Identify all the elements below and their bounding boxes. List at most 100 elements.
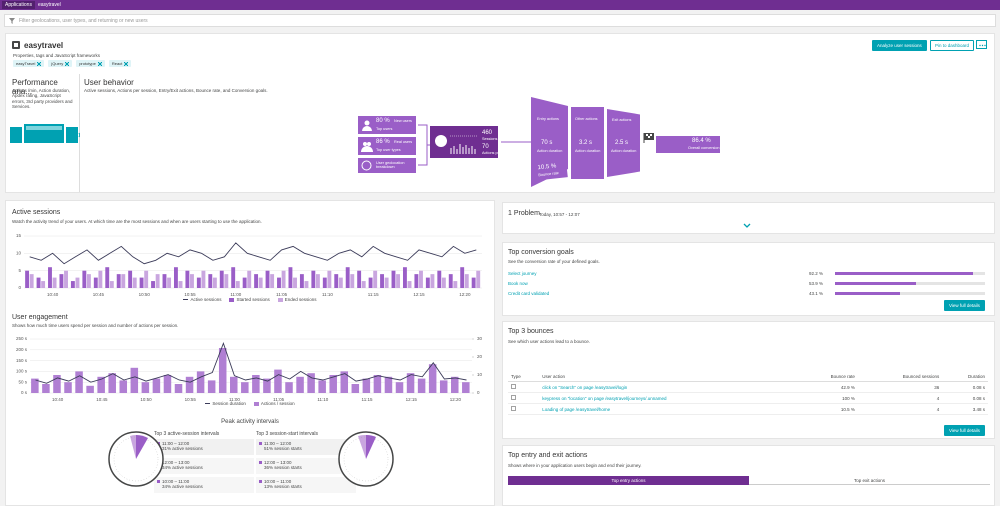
peak-marker [259, 480, 262, 483]
exit-actions[interactable]: Exit actions 2.5 s Action duration [607, 109, 640, 177]
other-value: 3.2 s [579, 140, 593, 146]
legend-item: Ended sessions [277, 297, 317, 302]
performance-panel[interactable]: Performance ana... Actions /min, Action … [6, 74, 80, 192]
x-tick-label: 10:45 [96, 397, 108, 402]
app-header: easytravel Properties, tags and JavaScri… [5, 33, 995, 193]
new-users-box[interactable]: 80 % New users Top users [358, 116, 416, 134]
bar [152, 378, 161, 393]
conversion-label: Overall conversion [688, 146, 720, 150]
x-tick-label: 11:10 [317, 397, 328, 402]
entry-exit-title: Top entry and exit actions [508, 452, 588, 459]
bar [231, 267, 236, 288]
goal-name: Book now [508, 281, 528, 286]
bar [196, 371, 205, 393]
legend-item: Actions / session [253, 401, 295, 406]
legend-swatch [205, 403, 211, 404]
bar [288, 267, 293, 288]
bar [334, 274, 339, 288]
bar [178, 281, 183, 288]
bar [224, 274, 229, 288]
expand-icon[interactable] [743, 223, 751, 229]
bar [207, 380, 216, 393]
flag-icon [643, 133, 654, 143]
bar [241, 382, 249, 393]
bar [293, 277, 297, 288]
bar [315, 274, 320, 288]
bar [190, 274, 194, 288]
bar [462, 382, 470, 393]
action-cell[interactable]: Loading of page /easytravel/home [542, 406, 611, 412]
details-button[interactable]: View full details [944, 300, 985, 311]
analyze-button[interactable]: Analyze user sessions [872, 40, 927, 51]
conversion-box[interactable]: 86.4 % Overall conversion [656, 136, 720, 153]
action-cell[interactable]: keypress on "location" on page /easytrav… [542, 395, 667, 401]
other-actions[interactable]: Other actions 3.2 s Action duration [571, 107, 604, 179]
bar [350, 274, 355, 288]
goal-bar [835, 282, 916, 285]
peak-item: 11:00 – 12:00 31% active sessions [154, 439, 254, 455]
tab-active[interactable]: Top entry actions [508, 476, 749, 485]
x-tick-label: 11:05 [273, 397, 284, 402]
y2-tick-label: 20 [477, 354, 483, 359]
tab[interactable]: Top exit actions [749, 476, 990, 485]
x-tick-label: 10:55 [185, 397, 197, 402]
pin-button[interactable]: Pin to dashboard [930, 40, 975, 51]
filter-bar[interactable]: Filter geolocations, user types, and ret… [4, 14, 996, 27]
sessions-box[interactable]: 460 Sessions 70 Actions per session [430, 126, 515, 158]
cell: 100 % [842, 395, 855, 401]
goal-track [835, 292, 985, 295]
bar [162, 274, 167, 288]
behavior-title: User behavior [84, 78, 134, 87]
entry-title: Entry actions [537, 117, 559, 121]
more-button[interactable] [976, 40, 987, 49]
bar [357, 270, 362, 288]
properties-link[interactable]: Properties, tags and JavaScript framewor… [13, 53, 100, 58]
bar [105, 267, 110, 288]
legend-swatch [183, 299, 189, 300]
bar [329, 375, 337, 393]
problem-card[interactable]: 1 Problem Today, 10:57 - 12:07 [502, 202, 995, 234]
bar [155, 274, 160, 288]
bar [139, 277, 144, 288]
bounce-box[interactable]: 10.5 % Bounce rate [532, 160, 568, 181]
breadcrumb[interactable]: Applications [2, 1, 35, 9]
bar [254, 274, 259, 288]
peak-starts-title: Top 3 session-start intervals [256, 431, 318, 437]
tag: prototype [76, 60, 105, 67]
entry-label: Action duration [537, 149, 563, 153]
bar [42, 384, 50, 393]
x-tick-label: 12:15 [406, 397, 418, 402]
peak-title: Peak activity intervals [221, 419, 279, 425]
x-tick-label: 10:40 [47, 292, 59, 297]
real-users-sub: Top user types [376, 148, 401, 152]
goal-rate: 43.1 % [808, 291, 823, 296]
bar [116, 274, 121, 288]
type-cell [508, 382, 539, 393]
clock-starts [338, 431, 394, 487]
bar [281, 270, 286, 288]
peak-time: 10:00 – 11:00 [264, 479, 292, 484]
entry-exit-subtitle: Shows where in your application users be… [508, 463, 642, 468]
bar [93, 277, 98, 288]
column-header: Type [511, 374, 521, 379]
x-tick-label: 12:20 [450, 397, 462, 402]
bar [414, 274, 419, 288]
details-button[interactable]: View full details [944, 425, 985, 436]
bar [464, 274, 469, 288]
actions-label: Actions per session [482, 151, 515, 155]
bar [25, 270, 30, 288]
geolocation-box[interactable]: User geolocation breakdown [358, 158, 416, 173]
bar [439, 380, 448, 393]
bounces-card: Top 3 bounces See which user actions lea… [502, 321, 995, 439]
bar [274, 369, 282, 393]
bar [97, 376, 105, 393]
table-row: keypress on "location" on page /easytrav… [508, 393, 988, 404]
breadcrumb[interactable]: easytravel [38, 2, 61, 8]
action-cell[interactable]: click on "Search" on page /easytravel/lo… [542, 384, 628, 390]
column-header: Duration [967, 374, 985, 379]
app-icon [12, 41, 20, 49]
real-users-box[interactable]: 86 % Real users Top user types [358, 137, 416, 155]
tag: easyTravel [13, 60, 45, 67]
table-row: Loading of page /easytravel/home 10.5 % 4 3… [508, 404, 988, 415]
bar [252, 375, 260, 393]
